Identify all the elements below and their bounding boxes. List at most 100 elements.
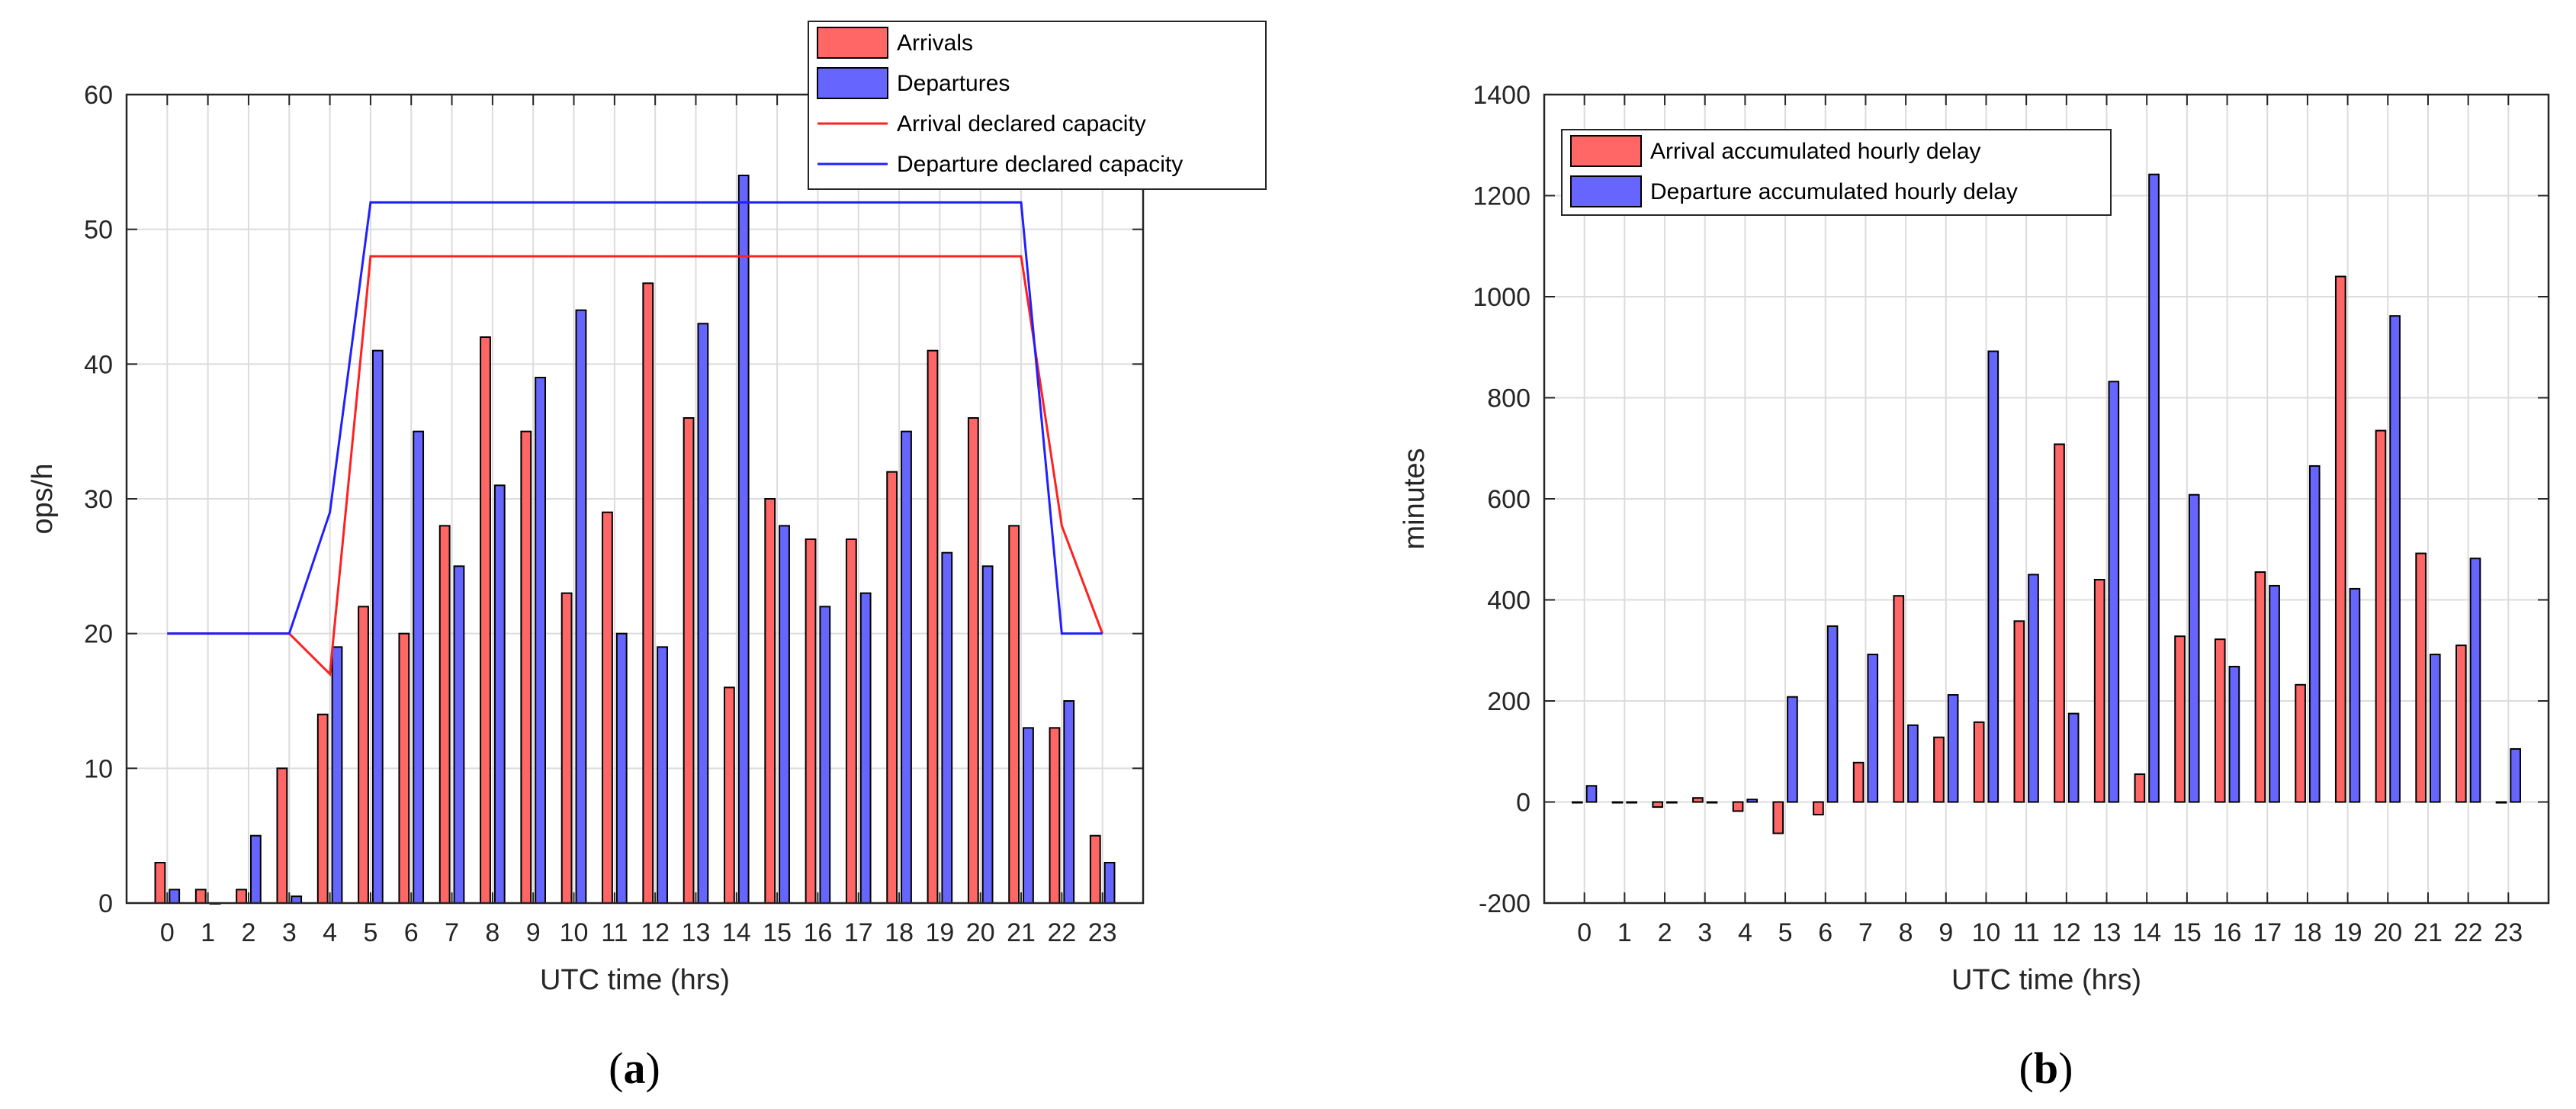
arrival-bar-6 (398, 632, 410, 905)
caption-letter: b (2034, 1043, 2058, 1093)
arrival-bar-12 (2054, 443, 2065, 803)
x-tick-label: 9 (1938, 918, 1953, 947)
legend-swatch (1570, 175, 1642, 207)
arrival-bar-4 (316, 713, 329, 905)
y-tick-label: 1000 (1473, 283, 1531, 312)
arrival-bar-7 (438, 525, 451, 904)
y-axis-label: ops/h (27, 464, 59, 535)
departure-bar-13 (697, 323, 709, 905)
departure-bar-2 (249, 834, 262, 904)
arrival-bar-3 (276, 767, 288, 904)
departure-bar-14 (737, 175, 750, 904)
y-tick-label: -200 (1479, 889, 1531, 918)
departure-bar-6 (413, 430, 425, 904)
arrival-bar-9 (1933, 736, 1945, 803)
legend-entry: Arrival declared capacity (897, 111, 1146, 137)
departure-bar-15 (2188, 493, 2200, 803)
x-tick-label: 20 (2373, 918, 2402, 947)
x-tick-label: 14 (722, 918, 751, 947)
x-tick-label: 10 (1972, 918, 2001, 947)
x-tick-label: 6 (1818, 918, 1832, 947)
departure-declared-capacity-line (167, 201, 1103, 635)
departure-bar-10 (1987, 350, 1999, 803)
x-tick-label: 2 (241, 918, 255, 947)
arrival-bar-21 (2415, 552, 2427, 803)
x-tick-label: 3 (1698, 918, 1712, 947)
arrival-bar-16 (2214, 638, 2226, 803)
arrival-bar-23 (1089, 834, 1101, 904)
x-axis-label: UTC time (hrs) (540, 964, 730, 996)
x-tick-label: 16 (804, 918, 833, 947)
arrival-bar-16 (805, 538, 817, 904)
arrival-bar-14 (724, 686, 735, 904)
departure-bar-17 (2269, 584, 2280, 803)
y-tick-label: 1400 (1473, 81, 1531, 110)
arrival-bar-9 (520, 430, 532, 904)
x-tick-label: 11 (2013, 918, 2040, 947)
departure-bar-21 (1023, 727, 1034, 904)
y-tick-label: 200 (1487, 687, 1531, 716)
departure-bar-5 (1787, 696, 1798, 803)
arrival-bar-19 (2334, 275, 2346, 803)
x-tick-label: 19 (2333, 918, 2362, 947)
arrival-bar-3 (1692, 797, 1704, 803)
departure-bar-9 (1947, 694, 1959, 803)
x-tick-label: 5 (363, 918, 377, 947)
arrival-bar-10 (1973, 721, 1985, 803)
departure-bar-18 (2308, 464, 2321, 803)
y-tick-label: 1200 (1473, 182, 1531, 211)
departure-bar-16 (819, 606, 831, 904)
x-tick-label: 17 (2253, 918, 2282, 947)
x-tick-label: 21 (1007, 918, 1036, 947)
legend-entry: Departure declared capacity (897, 152, 1183, 177)
legend-entry: Departures (897, 71, 1010, 96)
departure-bar-0 (1585, 785, 1598, 803)
arrival-bar-11 (602, 511, 613, 904)
departure-bar-3 (1706, 801, 1718, 804)
x-tick-label: 23 (1088, 918, 1117, 947)
y-axis-label: minutes (1399, 448, 1431, 549)
x-tick-label: 8 (1899, 918, 1913, 947)
x-tick-label: 0 (160, 918, 175, 947)
x-tick-label: 18 (2293, 918, 2322, 947)
x-tick-label: 2 (1658, 918, 1672, 947)
y-tick-label: 20 (84, 620, 113, 649)
departure-bar-4 (1746, 799, 1759, 803)
departure-bar-11 (615, 632, 628, 905)
arrival-bar-20 (2375, 429, 2387, 803)
x-tick-label: 10 (560, 918, 589, 947)
departure-bar-13 (2108, 381, 2120, 803)
departure-bar-12 (2067, 712, 2080, 803)
arrival-bar-7 (1852, 761, 1865, 803)
x-tick-label: 4 (1738, 918, 1752, 947)
departure-bar-12 (657, 646, 668, 904)
legend-entry: Departure accumulated hourly delay (1650, 179, 2018, 204)
x-tick-label: 7 (1858, 918, 1873, 947)
x-tick-label: 9 (526, 918, 541, 947)
departure-bar-22 (2469, 558, 2481, 803)
y-tick-label: 600 (1487, 485, 1531, 514)
x-tick-label: 17 (844, 918, 873, 947)
arrival-bar-21 (1008, 525, 1020, 904)
legend-entry: Arrival accumulated hourly delay (1650, 139, 1981, 164)
x-tick-label: 0 (1577, 918, 1592, 947)
arrival-bar-1 (194, 889, 207, 905)
arrival-bar-18 (886, 471, 898, 904)
panel-caption: (a) (609, 1043, 660, 1093)
x-tick-label: 19 (925, 918, 954, 947)
departure-bar-20 (981, 565, 994, 904)
arrival-bar-8 (480, 336, 491, 904)
departure-bar-17 (859, 592, 872, 905)
x-tick-label: 23 (2494, 918, 2523, 947)
x-tick-label: 15 (763, 918, 792, 947)
x-tick-label: 8 (485, 918, 499, 947)
departure-bar-23 (1103, 862, 1116, 904)
y-tick-label: 50 (84, 216, 113, 245)
departure-bar-18 (901, 430, 912, 904)
departure-bar-11 (2028, 574, 2039, 803)
x-tick-label: 3 (282, 918, 297, 947)
arrival-bar-0 (154, 862, 166, 904)
x-tick-label: 13 (682, 918, 711, 947)
